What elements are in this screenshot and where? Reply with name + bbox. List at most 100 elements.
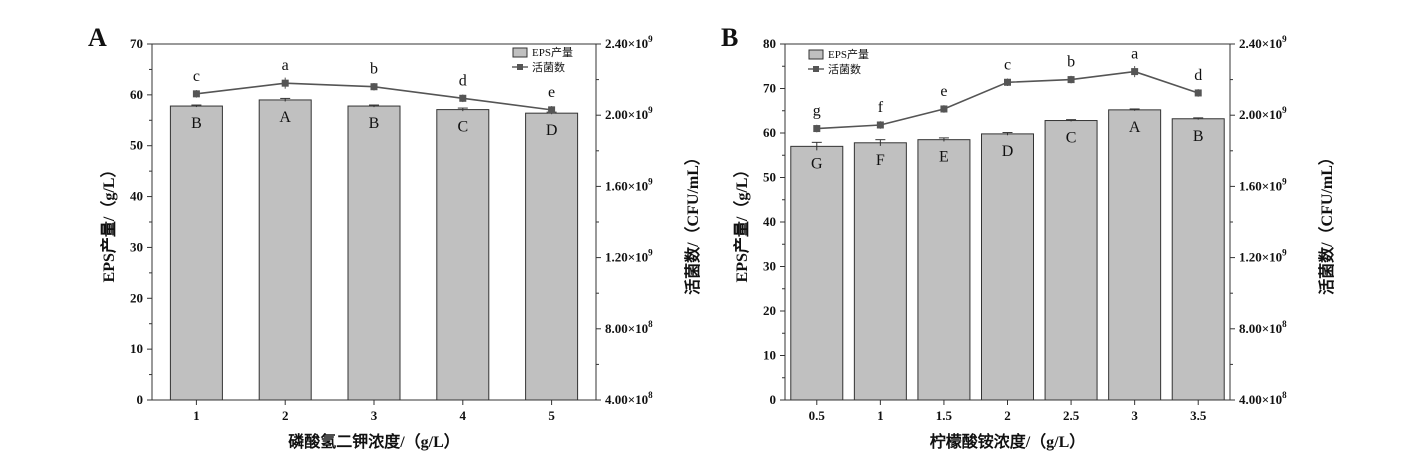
panel-a-bar-4 <box>436 109 490 401</box>
panel-a-y2-tick-label: 8.00×108 <box>605 319 653 336</box>
panel-b-y2-axis-title: 活菌数/（CFU/mL） <box>1317 149 1336 295</box>
panel-b-x-tick-label: 0.5 <box>809 408 826 423</box>
panel-b-y-tick-label: 0 <box>770 392 777 407</box>
panel-b-legend-line-marker <box>813 66 819 72</box>
panel-b-x-tick-label: 3.5 <box>1190 408 1207 423</box>
panel-b-point-1 <box>876 121 884 129</box>
panel-a-point-4 <box>459 94 467 102</box>
panel-a-x-tick-label: 2 <box>282 408 289 423</box>
panel-b-bar-1 <box>853 142 907 401</box>
panel-b-point-2.5 <box>1067 76 1075 84</box>
panel-b-point-1.5 <box>940 105 948 113</box>
panel-a-y-tick-label: 30 <box>130 239 143 254</box>
panel-a-y2-tick-label: 2.00×109 <box>605 105 653 122</box>
panel-b-point-sig-label: b <box>1067 54 1075 71</box>
panel-a-legend-bar-swatch <box>512 47 528 58</box>
panel-a-x-tick-label: 4 <box>460 408 467 423</box>
panel-b-x-axis-title: 柠檬酸铵浓度/（g/L） <box>930 432 1086 451</box>
panel-a-legend-bar-label: EPS产量 <box>532 45 573 59</box>
panel-b-y2-tick-label: 2.40×109 <box>1239 34 1287 51</box>
panel-a-y-tick-label: 20 <box>130 290 143 305</box>
panel-a-point-3 <box>370 83 378 91</box>
panel-a-x-tick-label: 3 <box>371 408 378 423</box>
panel-b-bar-sig-label: D <box>1002 143 1014 160</box>
panel-b-x-tick-label: 2.5 <box>1063 408 1080 423</box>
panel-b-bar-2.5 <box>1044 120 1098 401</box>
panel-b-bar-2 <box>981 133 1034 401</box>
panel-a-bar-sig-label: B <box>191 115 202 132</box>
panel-b-point-sig-label: a <box>1131 46 1138 63</box>
panel-b-y-tick-label: 50 <box>763 170 776 185</box>
panel-a-y2-axis-title: 活菌数/（CFU/mL） <box>683 149 702 295</box>
panel-a-y-axis-title: EPS产量/（g/L） <box>99 162 118 283</box>
panel-b-y-tick-label: 30 <box>763 259 776 274</box>
panel-b-x-tick-label: 1 <box>877 408 884 423</box>
panel-a-y2-tick-label: 4.00×108 <box>605 390 653 407</box>
panel-a-bar-5 <box>525 112 579 401</box>
panel-a-point-sig-label: b <box>370 61 378 78</box>
panel-b-y-tick-label: 70 <box>763 81 776 96</box>
panel-b-legend-bar-label: EPS产量 <box>828 47 869 61</box>
panel-a-point-sig-label: d <box>459 72 467 89</box>
panel-a-y-tick-label: 40 <box>130 189 143 204</box>
panel-b-bar-0.5 <box>790 145 844 401</box>
panel-a-x-axis-title: 磷酸氢二钾浓度/（g/L） <box>288 432 460 451</box>
panel-b-bar-sig-label: G <box>811 155 823 172</box>
panel-a-y2-tick-label: 1.60×109 <box>605 176 653 193</box>
panel-b-bar-3 <box>1108 109 1162 401</box>
panel-b-point-3 <box>1131 68 1139 76</box>
panel-letter-a: A <box>88 23 107 52</box>
chart-panel-b: G F E D C A Bg f e c b a d 0 10 20 30 40 50 60 70 80 4.00×108 8… <box>732 34 1336 451</box>
panel-a-y-tick-label: 70 <box>130 36 143 51</box>
panel-b-point-sig-label: g <box>813 103 821 120</box>
panel-b-point-3.5 <box>1194 89 1202 97</box>
panel-a-bar-sig-label: D <box>546 122 558 139</box>
panel-b-point-2 <box>1004 78 1011 86</box>
panel-b-y-tick-label: 40 <box>763 214 776 229</box>
panel-a-x-tick-label: 1 <box>193 408 200 423</box>
panel-a-point-sig-label: a <box>282 57 289 74</box>
panel-a-x-tick-label: 5 <box>548 408 555 423</box>
panel-b-point-sig-label: c <box>1004 56 1011 73</box>
panel-b-legend-line-label: 活菌数 <box>828 63 861 76</box>
panel-b-y-tick-label: 20 <box>763 303 776 318</box>
panel-a-y-tick-label: 10 <box>130 341 143 356</box>
panel-a-bar-2 <box>258 99 312 401</box>
panel-a-bar-sig-label: B <box>369 115 380 132</box>
panel-b-y-tick-label: 80 <box>763 36 776 51</box>
panel-a-point-sig-label: c <box>193 68 200 85</box>
panel-b-point-sig-label: d <box>1194 67 1202 84</box>
panel-b-legend-bar-swatch <box>808 49 824 60</box>
panel-a-point-sig-label: e <box>548 84 555 101</box>
panel-b-y2-tick-label: 1.20×109 <box>1239 248 1287 265</box>
panel-b-y-tick-label: 10 <box>763 348 776 363</box>
panel-b-y2-tick-label: 8.00×108 <box>1239 319 1287 336</box>
panel-b-x-tick-label: 1.5 <box>936 408 953 423</box>
panel-b-bar-3.5 <box>1171 118 1225 401</box>
panel-a-y2-tick-label: 2.40×109 <box>605 34 653 51</box>
chart-panel-a: B A B C Dc a b d e 0 10 20 30 40 50 60 70 4.00×108 8.00×10… <box>99 34 702 451</box>
panel-a-point-1 <box>192 90 200 98</box>
panel-letter-b: B <box>721 23 738 52</box>
panel-b-bar-sig-label: B <box>1193 128 1204 145</box>
panel-a-legend-line-marker <box>517 64 523 70</box>
panel-b-y2-tick-label: 4.00×108 <box>1239 390 1287 407</box>
panel-b-point-0.5 <box>813 125 821 133</box>
panel-a-point-2 <box>281 79 289 87</box>
panel-a-point-5 <box>548 106 556 114</box>
panel-a-y-tick-label: 60 <box>130 87 143 102</box>
panel-b-x-tick-label: 2 <box>1004 408 1011 423</box>
panel-a-bar-3 <box>347 105 401 401</box>
panel-b-bar-sig-label: C <box>1066 130 1077 147</box>
panel-a-y2-tick-label: 1.20×109 <box>605 248 653 265</box>
panel-a-y-tick-label: 0 <box>137 392 144 407</box>
panel-a-bar-1 <box>169 105 223 401</box>
panel-b-bar-1.5 <box>917 139 971 401</box>
panel-b-y2-tick-label: 1.60×109 <box>1239 176 1287 193</box>
panel-b-point-sig-label: e <box>940 83 947 100</box>
panel-b-y-tick-label: 60 <box>763 125 776 140</box>
panel-a-bar-sig-label: A <box>279 109 291 126</box>
panel-b-bar-sig-label: F <box>876 152 885 169</box>
panel-a-legend-line-label: 活菌数 <box>532 61 565 74</box>
